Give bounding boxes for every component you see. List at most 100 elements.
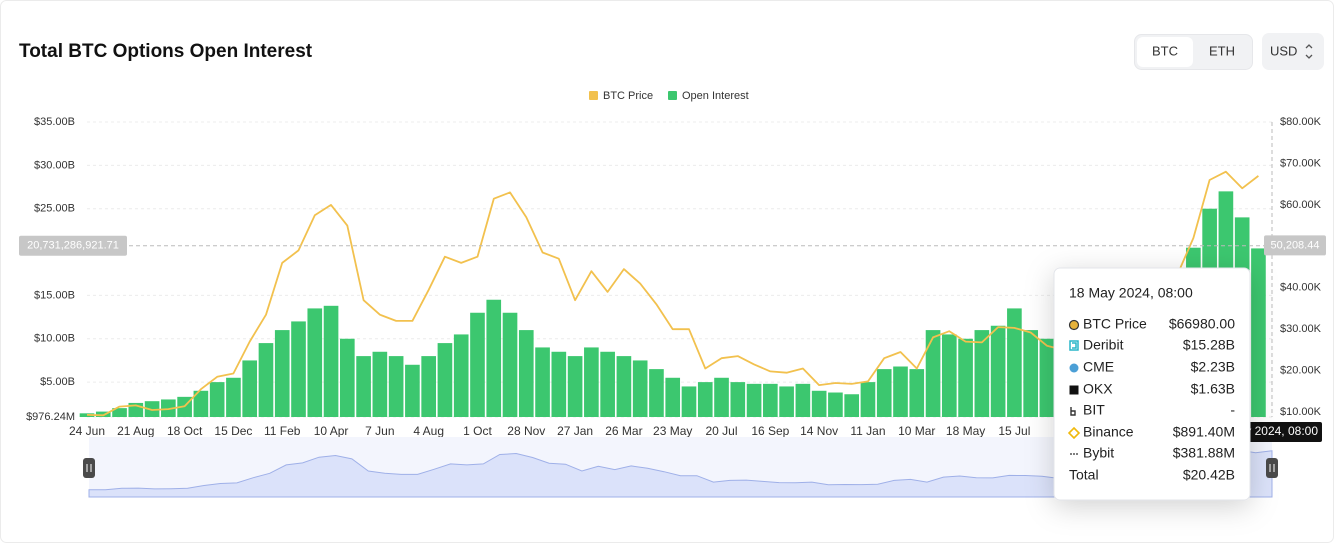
tooltip-total-value: $20.42B: [1183, 467, 1235, 483]
y2-tick-label: $30.00K: [1280, 323, 1322, 335]
oi-bar: [1007, 308, 1022, 417]
handle-grip: [86, 464, 92, 472]
eth-button-label[interactable]: ETH: [1209, 43, 1235, 58]
oi-bar: [714, 377, 729, 417]
navigator-handle[interactable]: [83, 458, 95, 478]
oi-bar: [779, 386, 794, 417]
oi-bar: [681, 386, 697, 417]
currency-select[interactable]: USD: [1262, 33, 1324, 70]
oi-bar: [1023, 330, 1038, 417]
y2-tick-label: $10.00K: [1280, 406, 1322, 418]
y2-tick-label: $20.00K: [1280, 365, 1322, 377]
tooltip-row-value: $66980.00: [1169, 316, 1235, 332]
x-tick-label: 10 Apr: [314, 424, 349, 438]
tooltip-row-label: CME: [1083, 359, 1114, 375]
btc-button-label[interactable]: BTC: [1152, 43, 1178, 58]
oi-bar: [616, 356, 632, 417]
y2-tick-label: $60.00K: [1280, 199, 1322, 211]
oi-bar: [763, 383, 778, 417]
oi-bar: [437, 343, 453, 417]
tooltip-title: 18 May 2024, 08:00: [1069, 285, 1193, 301]
binance-icon: [1067, 426, 1081, 440]
oi-bar: [339, 338, 355, 417]
oi-bar: [811, 390, 827, 417]
cme-icon: [1069, 363, 1079, 373]
currency-button[interactable]: [1262, 33, 1324, 70]
oi-bar: [941, 334, 957, 417]
oi-bar: [470, 312, 485, 417]
tooltip-row-value: $891.40M: [1173, 424, 1235, 440]
crosshair-label: 50,208.44: [1271, 239, 1320, 251]
oi-bar: [518, 330, 534, 417]
oi-bar: [388, 356, 404, 417]
oi-bar: [893, 366, 908, 417]
oi-bar: [990, 325, 1006, 417]
oi-bar: [486, 299, 502, 417]
btc-button[interactable]: [1137, 37, 1193, 67]
legend-label: Open Interest: [682, 90, 749, 102]
x-tick-label: 20 Jul: [706, 424, 738, 438]
oi-bar: [584, 347, 599, 417]
oi-bar: [323, 305, 339, 417]
tooltip-rows: BTC Price $66980.00 Deribit $15.28B CME $2.23…: [1083, 316, 1235, 461]
x-tick-label: 16 Sep: [751, 424, 789, 438]
oi-bar: [795, 383, 811, 417]
okx-icon: [1069, 385, 1079, 395]
y-tick-label: $25.00B: [34, 203, 75, 215]
oi-bar: [535, 347, 550, 417]
oi-bar: [730, 382, 746, 417]
tooltip-row-label: OKX: [1083, 381, 1113, 397]
currency-label[interactable]: USD: [1270, 43, 1297, 58]
oi-bar: [372, 351, 388, 417]
oi-bar: [112, 408, 127, 417]
x-tick-label: 14 Nov: [800, 424, 838, 438]
oi-bar: [876, 369, 892, 417]
x-tick-label: 27 Jan: [557, 424, 593, 438]
oi-bar: [502, 312, 518, 417]
x-tick-label: 28 Nov: [507, 424, 545, 438]
y2-tick-label: $70.00K: [1280, 157, 1322, 169]
oi-bar: [909, 369, 925, 417]
oi-bar: [567, 356, 583, 417]
oi-bar: [226, 377, 241, 417]
oi-bar: [1039, 338, 1055, 417]
y-tick-label: $10.00B: [34, 333, 75, 345]
tooltip-row-label: Binance: [1083, 424, 1134, 440]
oi-bar: [746, 383, 762, 417]
x-tick-label: 18 May: [946, 424, 985, 438]
x-tick-label: 15 Dec: [214, 424, 252, 438]
navigator-handle[interactable]: [1266, 458, 1278, 478]
oi-bar: [242, 360, 258, 417]
bit-icon: [1070, 407, 1076, 416]
oi-bar: [356, 356, 371, 417]
y-tick-label: $15.00B: [34, 289, 75, 301]
coin-toggle: BTC ETH: [1134, 34, 1253, 70]
x-tick-label: 24 Jun: [69, 424, 105, 438]
y-tick-label: $976.24M: [26, 411, 75, 423]
oi-bar: [844, 394, 860, 417]
chart-title: Total BTC Options Open Interest: [19, 41, 313, 62]
oi-bar: [291, 321, 306, 417]
oi-bar: [453, 334, 469, 417]
y2-tick-label: $80.00K: [1280, 116, 1322, 128]
oi-bar: [405, 364, 420, 417]
oi-bar: [307, 308, 323, 417]
legend-swatch: [668, 91, 677, 100]
x-crosshair-label: 18 May 2024, 08:00: [1248, 422, 1322, 442]
oi-bar: [274, 330, 290, 417]
y-tick-label: $30.00B: [34, 159, 75, 171]
oi-bar: [551, 351, 567, 417]
legend-label: BTC Price: [603, 90, 653, 102]
oi-bar: [958, 338, 973, 417]
chevron-icon: [1305, 44, 1313, 59]
tooltip-row-value: $1.63B: [1191, 381, 1235, 397]
x-tick-label: 11 Feb: [264, 424, 301, 438]
tooltip-row-label: BIT: [1083, 402, 1105, 418]
x-tick-label: 21 Aug: [117, 424, 154, 438]
tooltip-row-label: Deribit: [1083, 337, 1124, 353]
x-tick-label: 1 Oct: [463, 424, 492, 438]
oi-bar: [925, 330, 941, 417]
oi-bar: [600, 351, 615, 417]
